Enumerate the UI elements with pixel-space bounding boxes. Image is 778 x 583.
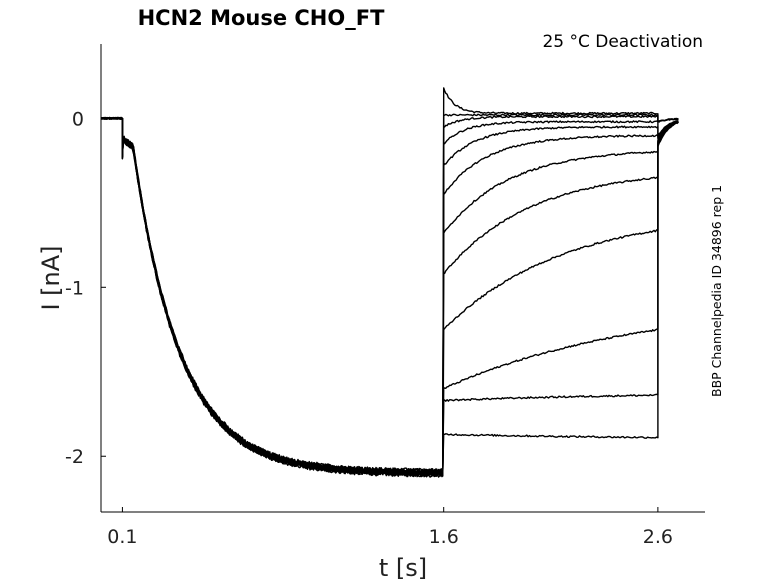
- current-trace-sweep-9: [101, 116, 679, 475]
- current-trace-sweep-1: [100, 87, 679, 478]
- current-trace-sweep-10: [101, 116, 679, 474]
- current-trace-sweep-7: [100, 116, 679, 475]
- current-trace-sweep-3: [100, 115, 679, 477]
- current-traces: [100, 87, 679, 478]
- current-trace-sweep-8: [100, 116, 679, 475]
- x-tick-label: 1.6: [429, 526, 459, 548]
- y-axis-ticks: 0 -1 -2: [65, 108, 106, 468]
- chart-title: HCN2 Mouse CHO_FT: [138, 6, 385, 30]
- current-trace-sweep-6: [100, 116, 679, 476]
- current-trace-sweep-11: [100, 116, 679, 474]
- y-tick-label: -1: [65, 277, 84, 299]
- condition-annotation: 25 °C Deactivation: [542, 32, 703, 52]
- channelpedia-id-annotation: BBP Channelpedia ID 34896 rep 1: [709, 185, 724, 397]
- x-axis-ticks: 0.1 1.6 2.6: [107, 507, 673, 548]
- x-tick-label: 0.1: [107, 526, 137, 548]
- current-trace-sweep-4: [100, 116, 679, 477]
- y-axis-title: I [nA]: [37, 245, 65, 310]
- x-tick-label: 2.6: [643, 526, 673, 548]
- current-trace-sweep-12: [100, 117, 679, 474]
- y-tick-label: 0: [72, 108, 84, 130]
- current-trace-sweep-2: [100, 113, 679, 478]
- y-tick-label: -2: [65, 446, 84, 468]
- x-axis-title: t [s]: [379, 554, 427, 582]
- current-trace-sweep-5: [100, 116, 679, 476]
